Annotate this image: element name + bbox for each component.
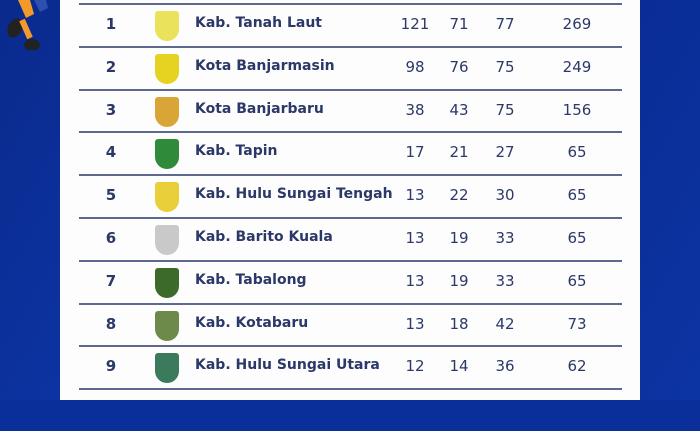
table-row: 7 Kab. Tabalong 13 19 33 65 [79,259,622,303]
cell-total: 62 [567,357,587,376]
cell-bronze: 75 [495,100,515,119]
cell-gold: 13 [405,186,425,205]
cell-bronze: 42 [495,314,515,333]
cell-name: Kab. Hulu Sungai Tengah [195,186,393,203]
cell-rank: 9 [105,357,117,376]
standings-panel: 1 Kab. Tanah Laut 121 71 77 269 2 Kota Banjarma… [60,0,640,400]
cell-bronze: 27 [495,143,515,162]
cell-bronze: 77 [495,15,515,33]
region-emblem-icon [155,182,179,213]
cell-silver: 19 [449,271,469,290]
region-emblem-icon [155,53,179,84]
cell-gold: 17 [405,143,425,162]
cell-rank: 5 [105,186,117,205]
cell-gold: 13 [405,271,425,290]
cell-silver: 19 [449,229,469,247]
cell-gold: 98 [405,57,425,76]
cell-total: 65 [567,229,587,247]
cell-total: 73 [567,314,587,333]
cell-gold: 13 [405,229,425,247]
cell-total: 269 [562,15,592,33]
mascot-legs-illustration [7,0,48,50]
region-emblem-icon [155,139,179,170]
table-row: 4 Kab. Tapin 17 21 27 65 [79,131,622,174]
cell-total: 65 [567,143,587,162]
cell-bronze: 30 [495,186,515,205]
cell-rank: 7 [105,271,117,290]
cell-name: Kab. Barito Kuala [195,229,333,245]
cell-rank: 3 [105,100,117,119]
cell-silver: 21 [449,143,469,162]
cell-name: Kab. Tanah Laut [195,15,322,31]
cell-silver: 76 [449,57,469,76]
cell-total: 249 [562,57,592,76]
region-emblem-icon [155,11,179,41]
cell-silver: 43 [449,100,469,119]
cell-gold: 12 [405,357,425,376]
cell-bronze: 75 [495,57,515,76]
cell-rank: 4 [105,143,117,162]
cell-name: Kab. Hulu Sungai Utara [195,357,380,374]
table-row: 5 Kab. Hulu Sungai Tengah 13 22 30 65 [79,174,622,217]
region-emblem-icon [155,96,179,127]
cell-silver: 71 [449,15,469,33]
table-row: 6 Kab. Barito Kuala 13 19 33 65 [79,217,622,260]
cell-rank: 6 [105,229,117,247]
cell-silver: 14 [449,357,469,376]
cell-bronze: 36 [495,357,515,376]
cell-name: Kab. Tabalong [195,271,307,288]
table-row: 1 Kab. Tanah Laut 121 71 77 269 [79,3,622,46]
region-emblem-icon [155,310,179,341]
region-emblem-icon [155,267,179,298]
region-emblem-icon [155,353,179,384]
cell-name: Kota Banjarmasin [195,57,335,74]
table-row-divider [79,388,622,431]
table-row: 9 Kab. Hulu Sungai Utara 12 14 36 62 [79,345,622,388]
region-emblem-icon [155,225,179,255]
table-row: 2 Kota Banjarmasin 98 76 75 249 [79,45,622,89]
cell-name: Kota Banjarbaru [195,100,324,117]
cell-gold: 38 [405,100,425,119]
cell-rank: 2 [105,57,117,76]
cell-gold: 121 [400,15,430,33]
cell-rank: 1 [105,15,117,33]
cell-total: 156 [562,100,592,119]
cell-silver: 22 [449,186,469,205]
cell-silver: 18 [449,314,469,333]
table-row: 3 Kota Banjarbaru 38 43 75 156 [79,88,622,132]
cell-gold: 13 [405,314,425,333]
cell-bronze: 33 [495,229,515,247]
cell-rank: 8 [105,314,117,333]
cell-total: 65 [567,271,587,290]
cell-total: 65 [567,186,587,205]
cell-name: Kab. Kotabaru [195,314,309,331]
table-row: 8 Kab. Kotabaru 13 18 42 73 [79,302,622,346]
cell-bronze: 33 [495,271,515,290]
cell-name: Kab. Tapin [195,143,278,160]
